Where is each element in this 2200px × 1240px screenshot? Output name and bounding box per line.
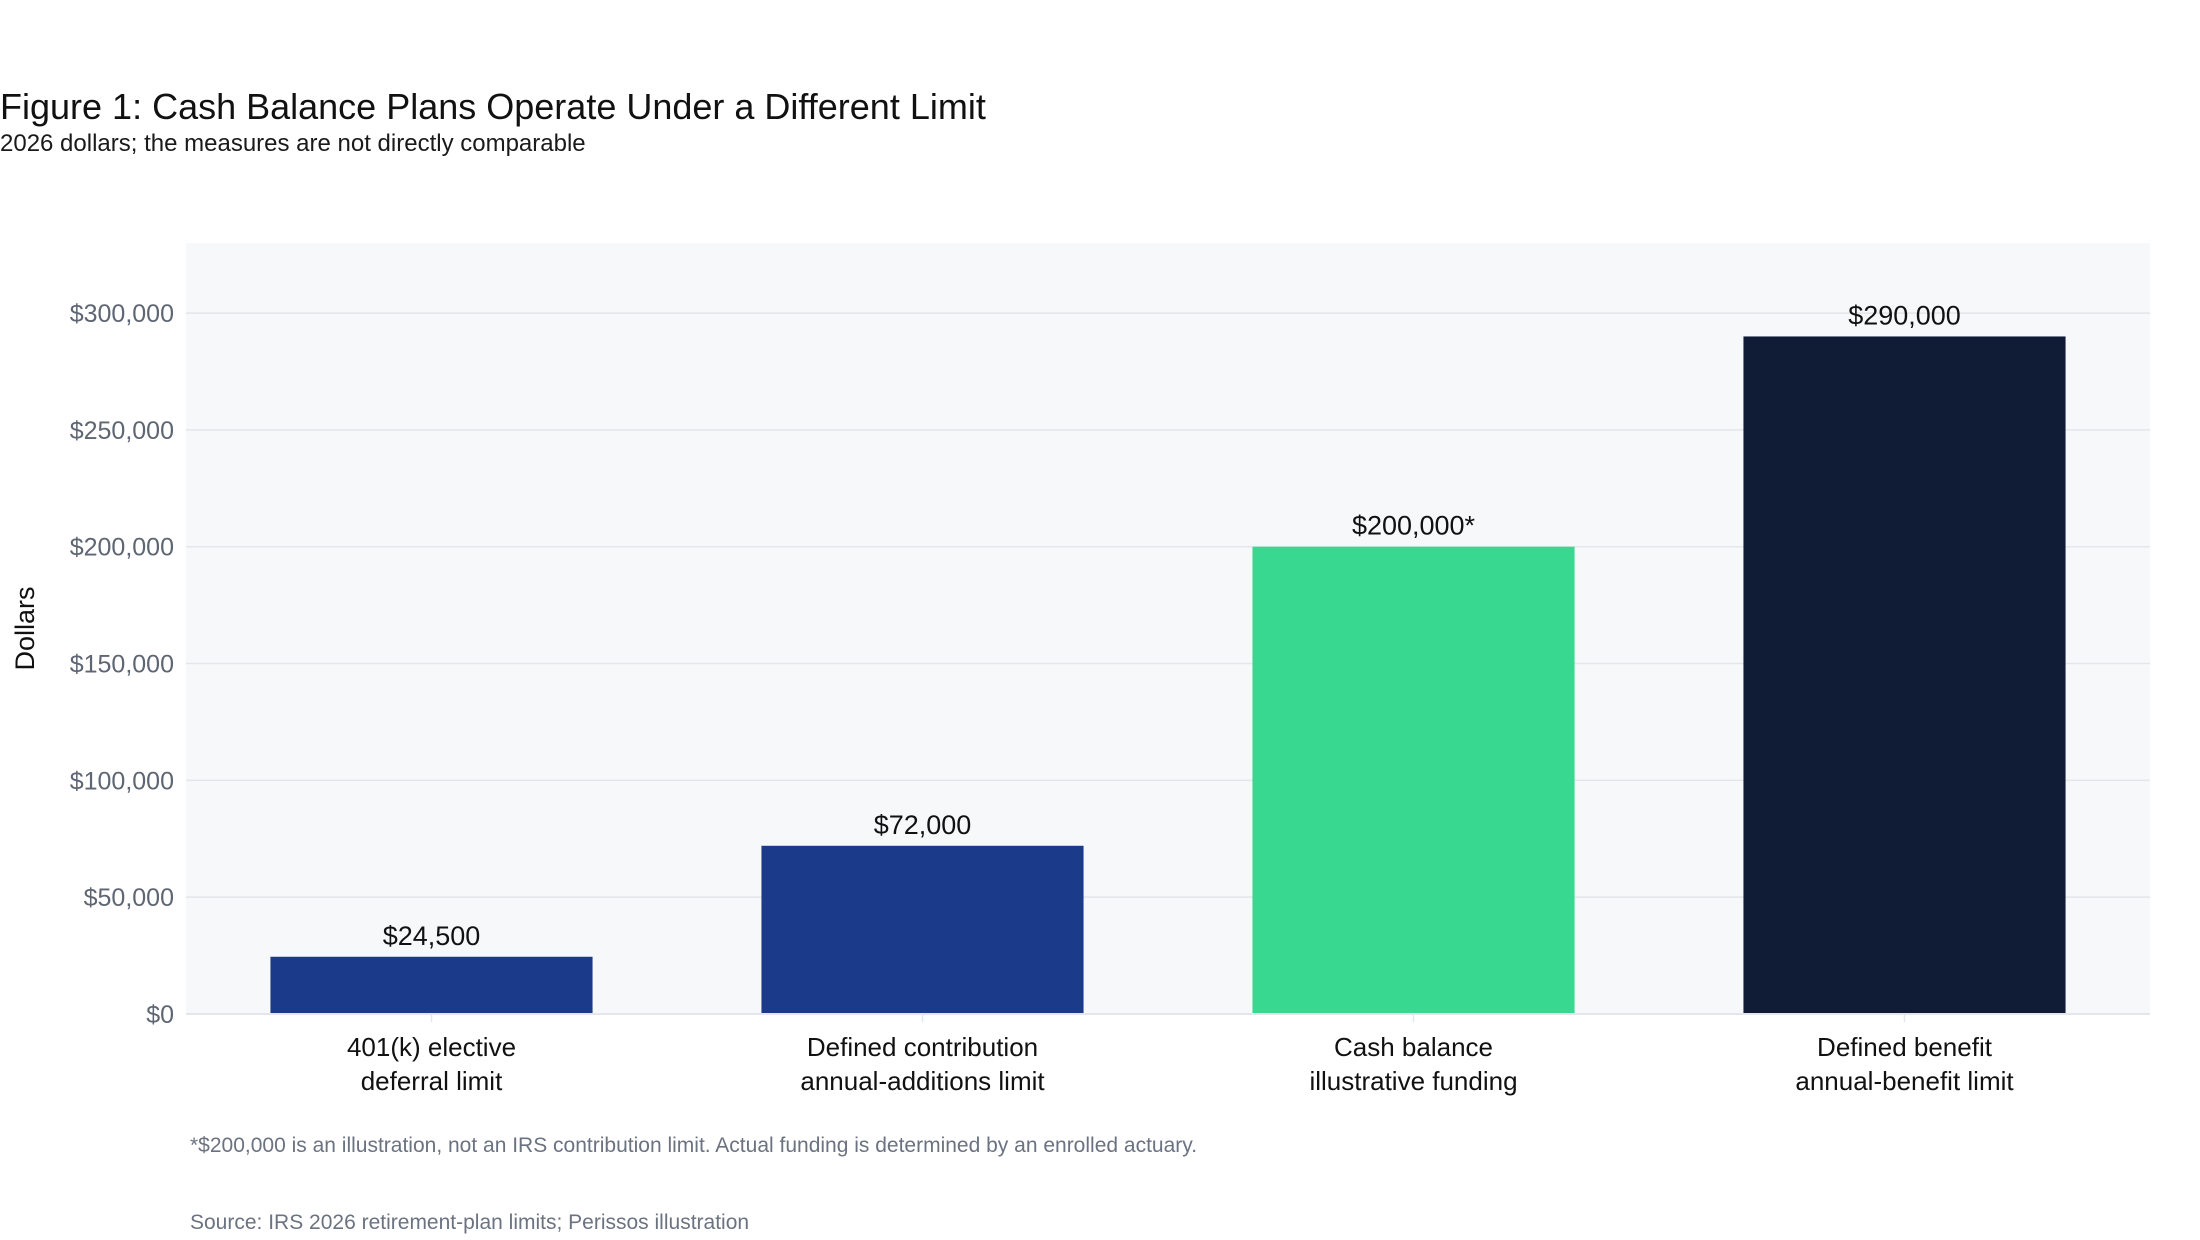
chart-footnote: *$200,000 is an illustration, not an IRS…	[190, 1134, 1198, 1157]
y-tick-label: $50,000	[84, 884, 174, 912]
bar	[1743, 336, 2066, 1014]
x-tick-label: annual-benefit limit	[1795, 1066, 2014, 1096]
x-tick-label: illustrative funding	[1309, 1066, 1517, 1096]
x-tick-label: 401(k) elective	[347, 1032, 516, 1062]
chart-subtitle: 2026 dollars; the measures are not direc…	[0, 130, 586, 157]
x-tick-label: Defined benefit	[1817, 1032, 1993, 1062]
bar-data-label: $72,000	[874, 810, 972, 840]
x-tick-label: Defined contribution	[807, 1032, 1038, 1062]
y-tick-label: $150,000	[70, 651, 174, 679]
bar-data-label: $290,000	[1848, 300, 1961, 330]
x-tick-label: deferral limit	[361, 1066, 503, 1096]
chart-title: Figure 1: Cash Balance Plans Operate Und…	[0, 86, 986, 127]
bar-data-label: $200,000*	[1352, 511, 1476, 541]
bar	[761, 845, 1084, 1014]
bar-data-label: $24,500	[383, 921, 481, 951]
y-tick-label: $200,000	[70, 534, 174, 562]
chart-source: Source: IRS 2026 retirement-plan limits;…	[190, 1211, 750, 1234]
bar	[270, 956, 593, 1014]
y-axis-title: Dollars	[10, 586, 40, 670]
y-tick-label: $250,000	[70, 417, 174, 445]
y-tick-label: $0	[146, 1001, 174, 1029]
bar	[1252, 546, 1575, 1014]
x-tick-label: annual-additions limit	[800, 1066, 1045, 1096]
y-tick-label: $100,000	[70, 767, 174, 795]
x-tick-label: Cash balance	[1334, 1032, 1493, 1062]
y-tick-label: $300,000	[70, 300, 174, 328]
